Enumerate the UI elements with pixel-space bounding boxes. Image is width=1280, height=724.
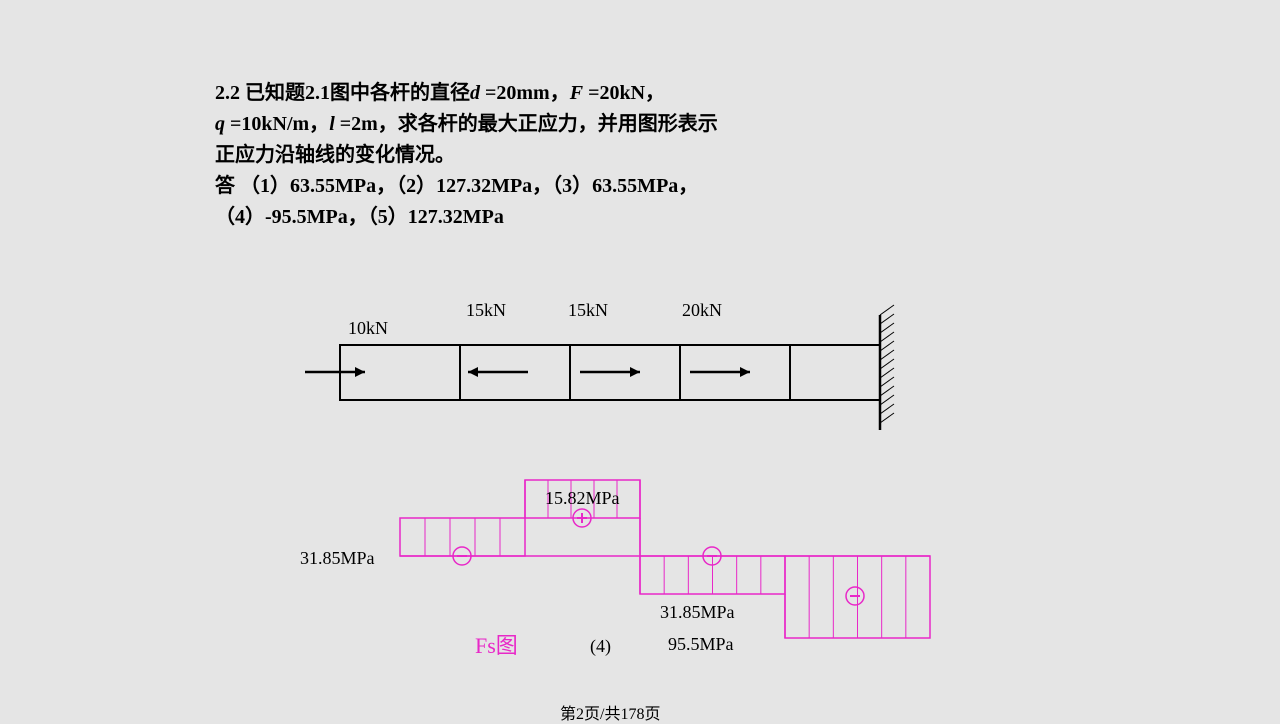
- force-label: 20kN: [682, 300, 722, 321]
- force-label: 10kN: [348, 318, 388, 339]
- force-label: 15kN: [466, 300, 506, 321]
- fs-title: Fs图: [475, 628, 518, 660]
- diagram-label: (4): [590, 636, 611, 657]
- diagram-label: 95.5MPa: [668, 634, 734, 655]
- diagram-label: 15.82MPa: [545, 488, 620, 509]
- force-label: 15kN: [568, 300, 608, 321]
- fs-diagram: [0, 0, 1280, 720]
- page-number: 第2页/共178页: [560, 700, 660, 724]
- diagram-label: 31.85MPa: [300, 548, 375, 569]
- diagram-label: 31.85MPa: [660, 602, 735, 623]
